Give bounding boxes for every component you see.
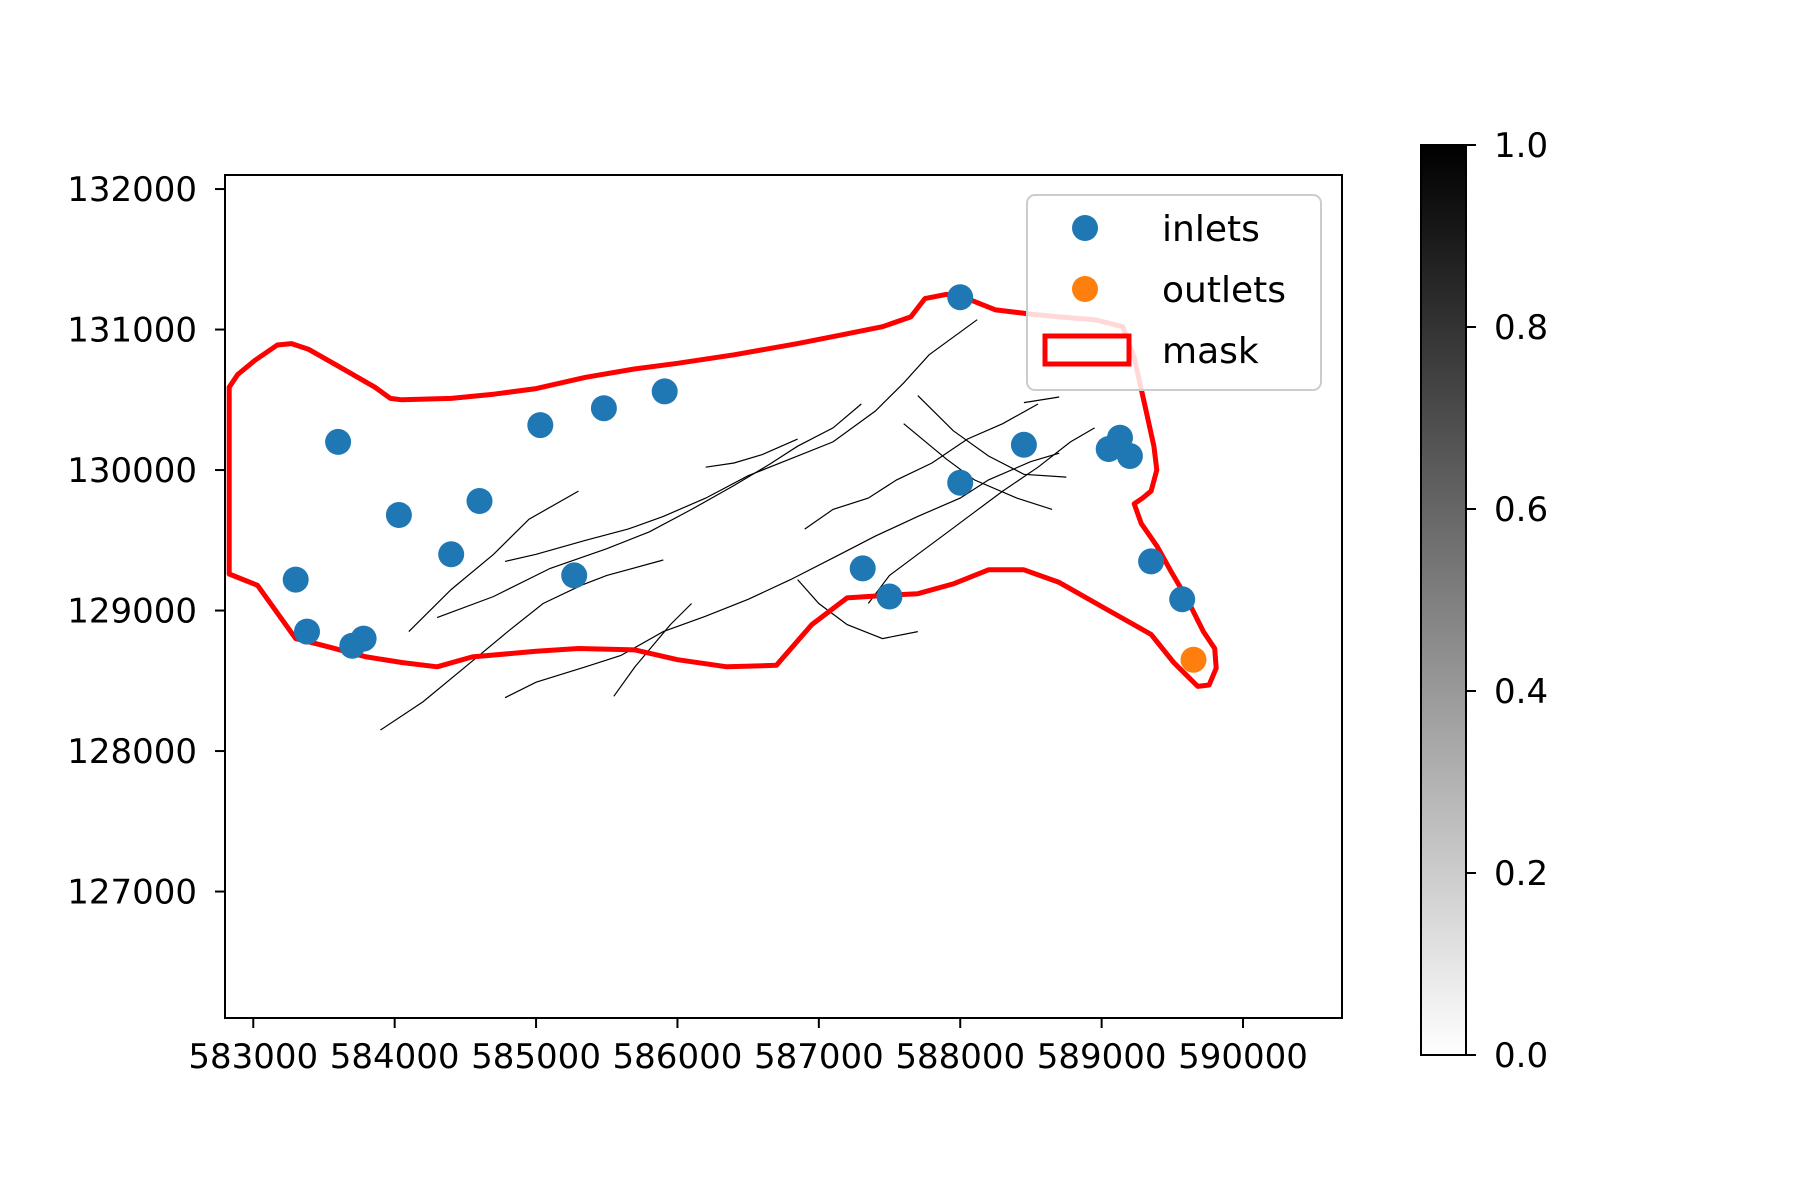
inlets-point	[876, 583, 903, 610]
inlets-point	[325, 428, 352, 455]
y-tick-label: 132000	[67, 170, 197, 210]
x-tick-label: 587000	[754, 1037, 884, 1077]
stream-line	[380, 559, 664, 731]
stream-line	[504, 452, 1060, 699]
stream-line	[804, 403, 1039, 530]
stream-line	[504, 319, 978, 562]
inlets-point	[350, 625, 377, 652]
y-tick-label: 129000	[67, 592, 197, 632]
inlets-point	[1169, 586, 1196, 613]
inlets-point	[527, 412, 554, 439]
inlets-point	[438, 541, 465, 568]
stream-line	[408, 490, 579, 633]
inlets-point	[947, 469, 974, 496]
y-tick-label: 131000	[67, 311, 197, 351]
y-tick-label: 127000	[67, 873, 197, 913]
inlets-point	[1138, 548, 1165, 575]
stream-line	[705, 438, 798, 468]
colorbar-gradient	[1421, 145, 1466, 1055]
x-tick-label: 584000	[330, 1037, 460, 1077]
colorbar-tick-label: 0.2	[1494, 854, 1548, 894]
colorbar-tick-label: 0.4	[1494, 672, 1548, 712]
x-tick-label: 588000	[895, 1037, 1025, 1077]
x-tick-label: 583000	[188, 1037, 318, 1077]
stream-lines	[380, 319, 1095, 731]
inlets-point	[590, 395, 617, 422]
stream-line	[613, 603, 693, 697]
stream-line	[797, 579, 918, 640]
axes-frame	[224, 174, 1343, 1019]
x-tick-label: 586000	[613, 1037, 743, 1077]
colorbar-frame	[1420, 144, 1467, 1056]
inlets-point	[651, 378, 678, 405]
y-tick-label: 130000	[67, 451, 197, 491]
x-tick-label: 585000	[471, 1037, 601, 1077]
inlets-point	[294, 618, 320, 645]
legend: inlets outlets mask	[1026, 194, 1322, 391]
stream-line	[917, 395, 1067, 478]
y-tick-label: 128000	[67, 732, 197, 772]
colorbar-tick-label: 1.0	[1494, 126, 1548, 166]
inlets-point	[1010, 431, 1037, 458]
x-axis: 583000 584000 585000 586000 587000 588000 5890…	[188, 1018, 1308, 1077]
colorbar-tick-label: 0.8	[1494, 308, 1548, 348]
mask-layer	[226, 291, 1219, 689]
inlets-point	[385, 502, 412, 528]
colorbar-ticks: 0.0 0.2 0.4 0.6 0.8 1.0	[1466, 126, 1548, 1076]
stream-line	[867, 427, 1095, 604]
legend-mask-label: mask	[1162, 331, 1259, 372]
inlets-point	[466, 488, 493, 514]
x-tick-label: 589000	[1037, 1037, 1167, 1077]
legend-inlets-label: inlets	[1162, 209, 1260, 250]
inlets-point	[947, 284, 974, 311]
x-tick-label: 590000	[1178, 1037, 1308, 1077]
stream-line	[1023, 396, 1060, 404]
inlets-point	[1116, 443, 1143, 469]
points-layer	[282, 284, 1207, 673]
legend-outlets-label: outlets	[1162, 270, 1286, 311]
colorbar-tick-label: 0.0	[1494, 1036, 1548, 1076]
legend-mask-patch	[1042, 333, 1132, 367]
inlets-point	[561, 562, 588, 589]
outlets-point	[1180, 646, 1207, 673]
legend-outlets-marker	[1072, 276, 1098, 302]
inlets-point	[849, 555, 876, 582]
y-axis: 127000 128000 129000 130000 131000 132000	[67, 170, 225, 913]
stream-line	[436, 403, 862, 619]
legend-inlets-marker	[1072, 215, 1098, 241]
mask-outline	[226, 291, 1219, 689]
inlets-point	[282, 566, 309, 593]
colorbar: 0.0 0.2 0.4 0.6 0.8 1.0	[1420, 126, 1548, 1076]
stream-line	[903, 423, 1053, 510]
colorbar-tick-label: 0.6	[1494, 490, 1548, 530]
